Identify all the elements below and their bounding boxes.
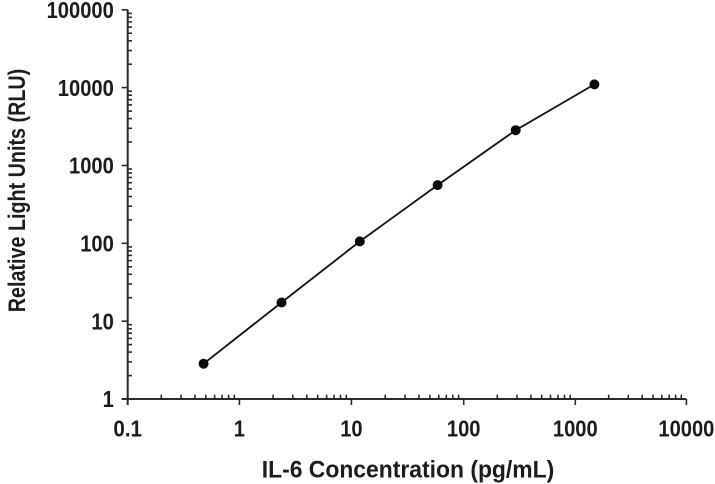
svg-text:1: 1: [103, 386, 114, 412]
svg-text:Relative Light Units (RLU): Relative Light Units (RLU): [4, 69, 31, 313]
svg-text:IL-6 Concentration (pg/mL): IL-6 Concentration (pg/mL): [262, 457, 555, 484]
svg-text:10000: 10000: [58, 75, 114, 101]
svg-text:10: 10: [340, 416, 362, 442]
svg-text:1: 1: [234, 416, 245, 442]
svg-text:0.1: 0.1: [113, 416, 142, 442]
svg-text:100: 100: [447, 416, 481, 442]
svg-text:10000: 10000: [658, 416, 714, 442]
svg-text:100: 100: [80, 231, 114, 257]
svg-text:100000: 100000: [47, 0, 114, 23]
svg-text:10: 10: [91, 308, 113, 334]
svg-text:1000: 1000: [553, 416, 598, 442]
svg-text:1000: 1000: [69, 153, 114, 179]
